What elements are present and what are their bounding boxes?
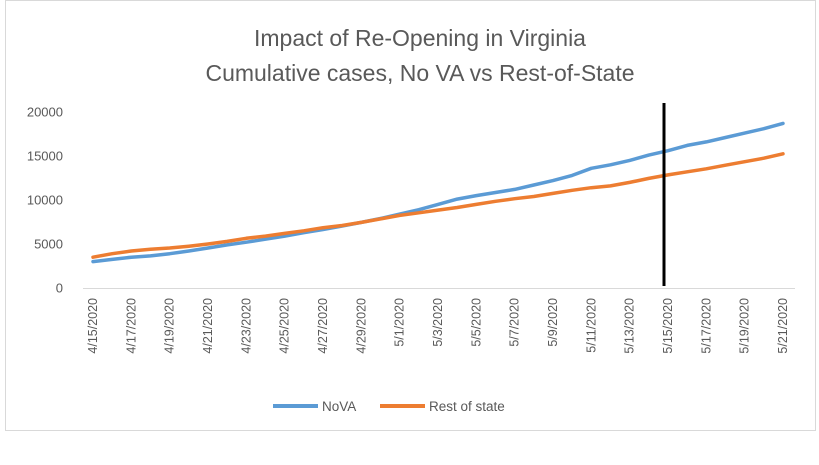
y-tick-label: 10000 <box>27 193 63 208</box>
x-tick-label: 5/11/2020 <box>584 298 598 353</box>
x-tick-label: 5/9/2020 <box>546 298 560 347</box>
x-tick-label: 5/3/2020 <box>431 298 445 347</box>
x-tick-label: 5/7/2020 <box>508 298 522 347</box>
legend-label-nova: NoVA <box>322 399 356 414</box>
x-tick-label: 4/23/2020 <box>239 298 253 354</box>
x-tick-labels: 4/15/2020 4/17/2020 4/19/2020 4/21/2020 4/23… <box>86 298 790 354</box>
chart-subtitle: Cumulative cases, No VA vs Rest-of-State <box>205 60 634 86</box>
x-tick-label: 4/17/2020 <box>124 298 138 354</box>
y-tick-label: 0 <box>56 281 63 296</box>
legend-label-rest-of-state: Rest of state <box>429 399 505 414</box>
x-tick-label: 4/27/2020 <box>316 298 330 354</box>
x-tick-label: 5/13/2020 <box>623 298 637 354</box>
y-tick-label: 20000 <box>27 105 63 120</box>
y-tick-label: 15000 <box>27 149 63 164</box>
x-tick-label: 4/29/2020 <box>354 298 368 354</box>
x-tick-label: 5/1/2020 <box>393 298 407 347</box>
x-tick-label: 5/5/2020 <box>469 298 483 347</box>
x-tick-label: 4/15/2020 <box>86 298 100 354</box>
x-tick-label: 4/19/2020 <box>163 298 177 354</box>
y-axis: 20000 15000 10000 5000 0 <box>27 105 63 296</box>
x-tick-label: 5/19/2020 <box>738 298 752 354</box>
legend: NoVA Rest of state <box>273 399 505 414</box>
x-tick-label: 5/21/2020 <box>776 298 790 354</box>
x-tick-label: 5/17/2020 <box>699 298 713 354</box>
x-tick-label: 4/21/2020 <box>201 298 215 354</box>
x-tick-label: 4/25/2020 <box>278 298 292 354</box>
series-line-nova <box>91 121 785 264</box>
series-layer <box>91 121 785 264</box>
x-tick-label: 5/15/2020 <box>661 298 675 354</box>
chart-title: Impact of Re-Opening in Virginia <box>254 25 586 51</box>
series-line-rest-of-state <box>91 152 785 259</box>
y-tick-label: 5000 <box>34 237 63 252</box>
